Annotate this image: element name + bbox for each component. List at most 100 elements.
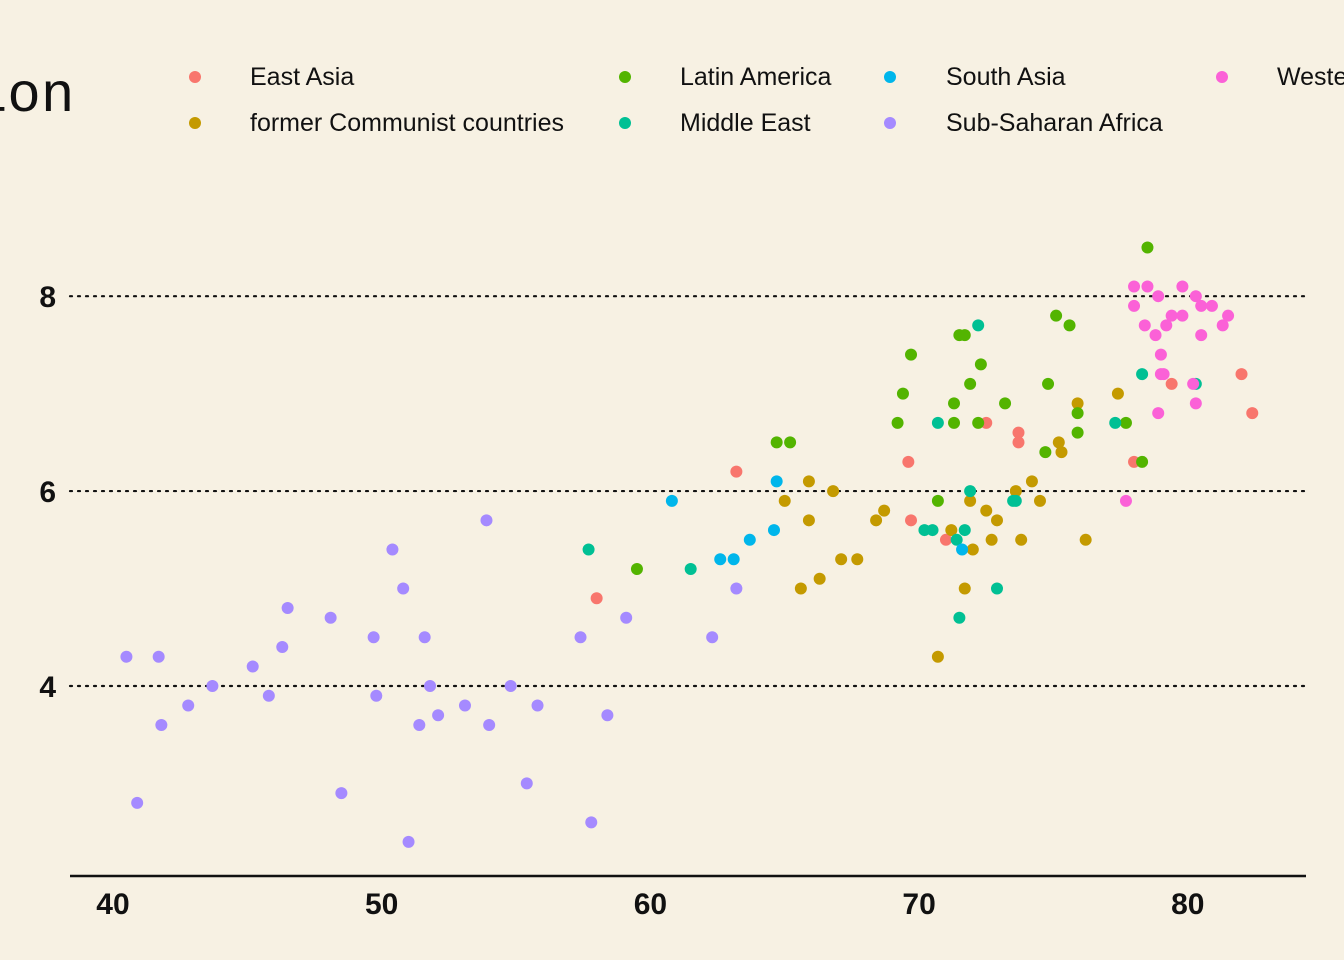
data-point [1189, 290, 1202, 303]
x-tick-label: 80 [1171, 888, 1204, 921]
data-point [1165, 377, 1178, 390]
data-point [1222, 309, 1235, 322]
data-point [950, 533, 963, 546]
data-point [1071, 426, 1084, 439]
data-point [1152, 290, 1165, 303]
data-point [794, 582, 807, 595]
data-point [413, 718, 426, 731]
data-point [743, 533, 756, 546]
data-point [991, 582, 1003, 595]
data-point [802, 475, 815, 488]
legend-dot-sub-saharan-africa [884, 117, 896, 129]
data-point [958, 582, 971, 595]
data-point [1154, 348, 1167, 361]
data-point [767, 524, 780, 537]
data-point [1152, 407, 1165, 420]
data-point [714, 553, 727, 566]
data-point [1195, 299, 1208, 312]
y-tick-label: 8 [39, 281, 56, 314]
data-point [1141, 241, 1154, 254]
data-point [896, 387, 909, 400]
data-point [706, 631, 719, 644]
data-point [397, 582, 410, 595]
data-point [958, 329, 971, 342]
data-point [458, 699, 471, 712]
data-point [956, 543, 969, 556]
data-point [1012, 436, 1025, 449]
data-point [730, 582, 743, 595]
data-point [902, 455, 915, 468]
data-point [999, 397, 1012, 410]
data-point [966, 543, 979, 556]
legend-label-former-communist: former Communist countries [250, 109, 564, 137]
data-point [813, 572, 826, 585]
y-tick-labels: 4 6 8 [39, 281, 56, 704]
data-point [1111, 387, 1124, 400]
data-point [948, 397, 961, 410]
data-point [424, 679, 437, 692]
x-tick-label: 60 [634, 888, 667, 921]
data-point [402, 835, 415, 848]
data-point [905, 348, 918, 361]
data-point [972, 416, 985, 429]
data-point [1165, 309, 1178, 322]
data-point [206, 679, 219, 692]
data-point [770, 436, 783, 449]
data-point [1009, 494, 1022, 507]
data-point [335, 787, 348, 800]
legend-label-middle-east: Middle East [680, 109, 811, 137]
data-point [1071, 407, 1084, 420]
data-point [1071, 397, 1084, 410]
data-point [1063, 319, 1076, 332]
data-point [1128, 280, 1141, 293]
data-point [1176, 309, 1189, 322]
legend-title: gion [0, 64, 75, 128]
data-point [1079, 533, 1092, 546]
data-point [985, 533, 998, 546]
data-point [851, 553, 864, 566]
data-point [531, 699, 544, 712]
data-point [1216, 319, 1229, 332]
data-point [1136, 455, 1149, 468]
y-tick-label: 6 [39, 476, 56, 509]
data-point [1149, 329, 1162, 342]
legend-label-latin-america: Latin America [680, 63, 832, 91]
data-point [155, 718, 168, 731]
data-point [835, 553, 848, 566]
data-point [630, 563, 643, 576]
data-point [958, 524, 971, 537]
x-tick-labels: 40 50 60 70 80 [96, 888, 1204, 921]
data-point [972, 319, 985, 332]
data-point [964, 377, 977, 390]
data-point [778, 494, 791, 507]
data-point [582, 543, 595, 556]
legend-dot-western-europe [1216, 71, 1228, 83]
data-point [1141, 280, 1154, 293]
data-point [1160, 319, 1173, 332]
data-point [432, 709, 445, 722]
data-point [931, 416, 944, 429]
data-point [370, 689, 383, 702]
data-point [665, 494, 678, 507]
data-point [1015, 533, 1028, 546]
data-point [182, 699, 195, 712]
legend-dot-middle-east [619, 117, 631, 129]
data-point [590, 592, 603, 605]
data-point [620, 611, 633, 624]
x-tick-label: 70 [902, 888, 935, 921]
data-point [939, 533, 952, 546]
data-point [120, 650, 133, 663]
legend-label-east-asia: East Asia [250, 63, 355, 91]
data-points [120, 241, 1259, 848]
data-point [784, 436, 797, 449]
data-point [870, 514, 883, 527]
data-point [585, 816, 598, 829]
data-point [281, 602, 294, 615]
data-point [931, 494, 944, 507]
data-point [262, 689, 275, 702]
data-point [1042, 377, 1055, 390]
data-point [504, 679, 517, 692]
legend-dot-latin-america [619, 71, 631, 83]
data-point [730, 465, 743, 478]
data-point [324, 611, 337, 624]
